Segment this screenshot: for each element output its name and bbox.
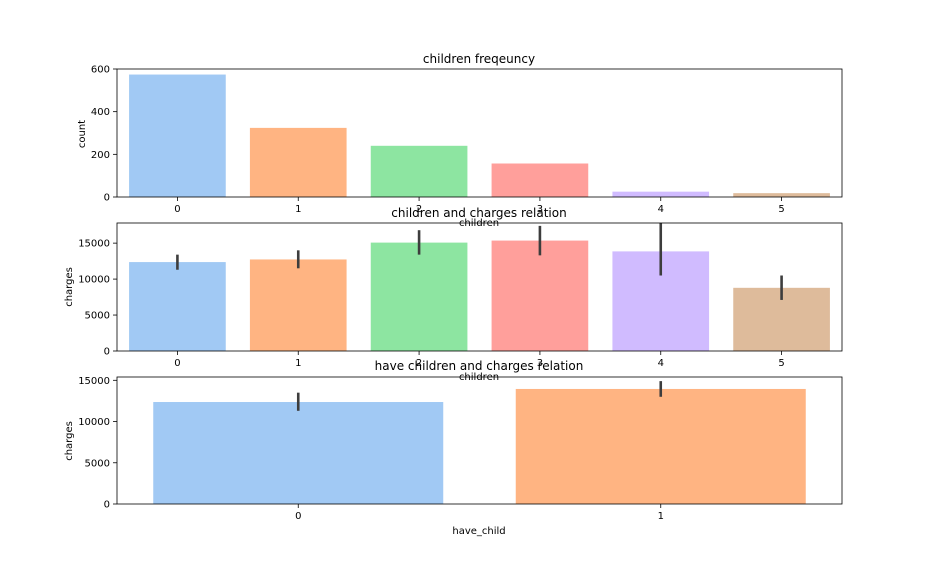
bar-1 [249, 259, 347, 351]
bar-0 [129, 262, 226, 351]
x-tick-label-4: 4 [658, 204, 664, 215]
y-tick-label-0: 0 [104, 347, 110, 358]
y-ticks: 0 200 400 600 [91, 65, 117, 204]
x-ticks: 0 1 2 3 4 5 [174, 197, 785, 215]
x-tick-label-5: 5 [778, 204, 784, 215]
y-tick-label-5000: 5000 [85, 458, 110, 469]
x-tick-label-4: 4 [658, 358, 664, 369]
y-axis-label: count [77, 120, 88, 148]
y-tick-label-10000: 10000 [78, 417, 110, 428]
y-tick-label-10000: 10000 [78, 275, 110, 286]
y-tick-label-200: 200 [91, 150, 110, 161]
x-axis-label: have_child [452, 526, 505, 537]
children-frequency-panel: children freqeuncy 0 1 2 3 4 5 0 200 400 600 chi… [77, 52, 843, 229]
x-tick-label-5: 5 [778, 358, 784, 369]
bars-group [153, 388, 806, 504]
error-bars-group [296, 381, 663, 411]
x-tick-label-1: 1 [295, 358, 301, 369]
bar-2 [370, 242, 468, 351]
bar-3 [491, 163, 589, 197]
y-tick-label-15000: 15000 [78, 376, 110, 387]
x-ticks: 0 1 2 3 4 5 [174, 351, 785, 369]
axes-frame [116, 376, 843, 505]
y-ticks: 0 5000 10000 15000 [78, 376, 117, 511]
bar-0 [153, 402, 444, 504]
bar-2 [370, 145, 468, 197]
y-ticks: 0 5000 10000 15000 [78, 239, 117, 358]
y-tick-label-5000: 5000 [85, 311, 110, 322]
y-axis-label: charges [64, 267, 75, 307]
bar-0 [129, 74, 226, 197]
bars-group [129, 240, 830, 351]
y-tick-label-15000: 15000 [78, 239, 110, 250]
x-tick-label-2: 2 [416, 358, 422, 369]
x-tick-label-0: 0 [174, 204, 180, 215]
x-tick-label-1: 1 [295, 204, 301, 215]
bar-4 [612, 191, 710, 197]
axes-frame [116, 68, 843, 198]
y-tick-label-400: 400 [91, 107, 110, 118]
x-tick-label-0: 0 [295, 511, 301, 522]
panel-title: have children and charges relation [375, 359, 584, 373]
x-axis-label: children [459, 372, 499, 383]
panel-title: children freqeuncy [423, 52, 535, 66]
x-tick-label-3: 3 [537, 204, 543, 215]
error-bars-group [176, 223, 783, 300]
x-tick-label-2: 2 [416, 204, 422, 215]
axes-frame [116, 222, 843, 352]
y-tick-label-0: 0 [104, 500, 110, 511]
y-tick-label-0: 0 [104, 193, 110, 204]
x-tick-label-1: 1 [658, 511, 664, 522]
x-tick-label-3: 3 [537, 358, 543, 369]
x-tick-label-0: 0 [174, 358, 180, 369]
bar-1 [249, 127, 347, 197]
panel-title: children and charges relation [391, 206, 566, 220]
bar-3 [491, 240, 589, 351]
bar-5 [733, 193, 830, 197]
y-tick-label-600: 600 [91, 65, 110, 76]
bar-1 [515, 388, 806, 504]
bars-group [129, 74, 830, 197]
x-axis-label: children [459, 218, 499, 229]
y-axis-label: charges [64, 421, 75, 461]
